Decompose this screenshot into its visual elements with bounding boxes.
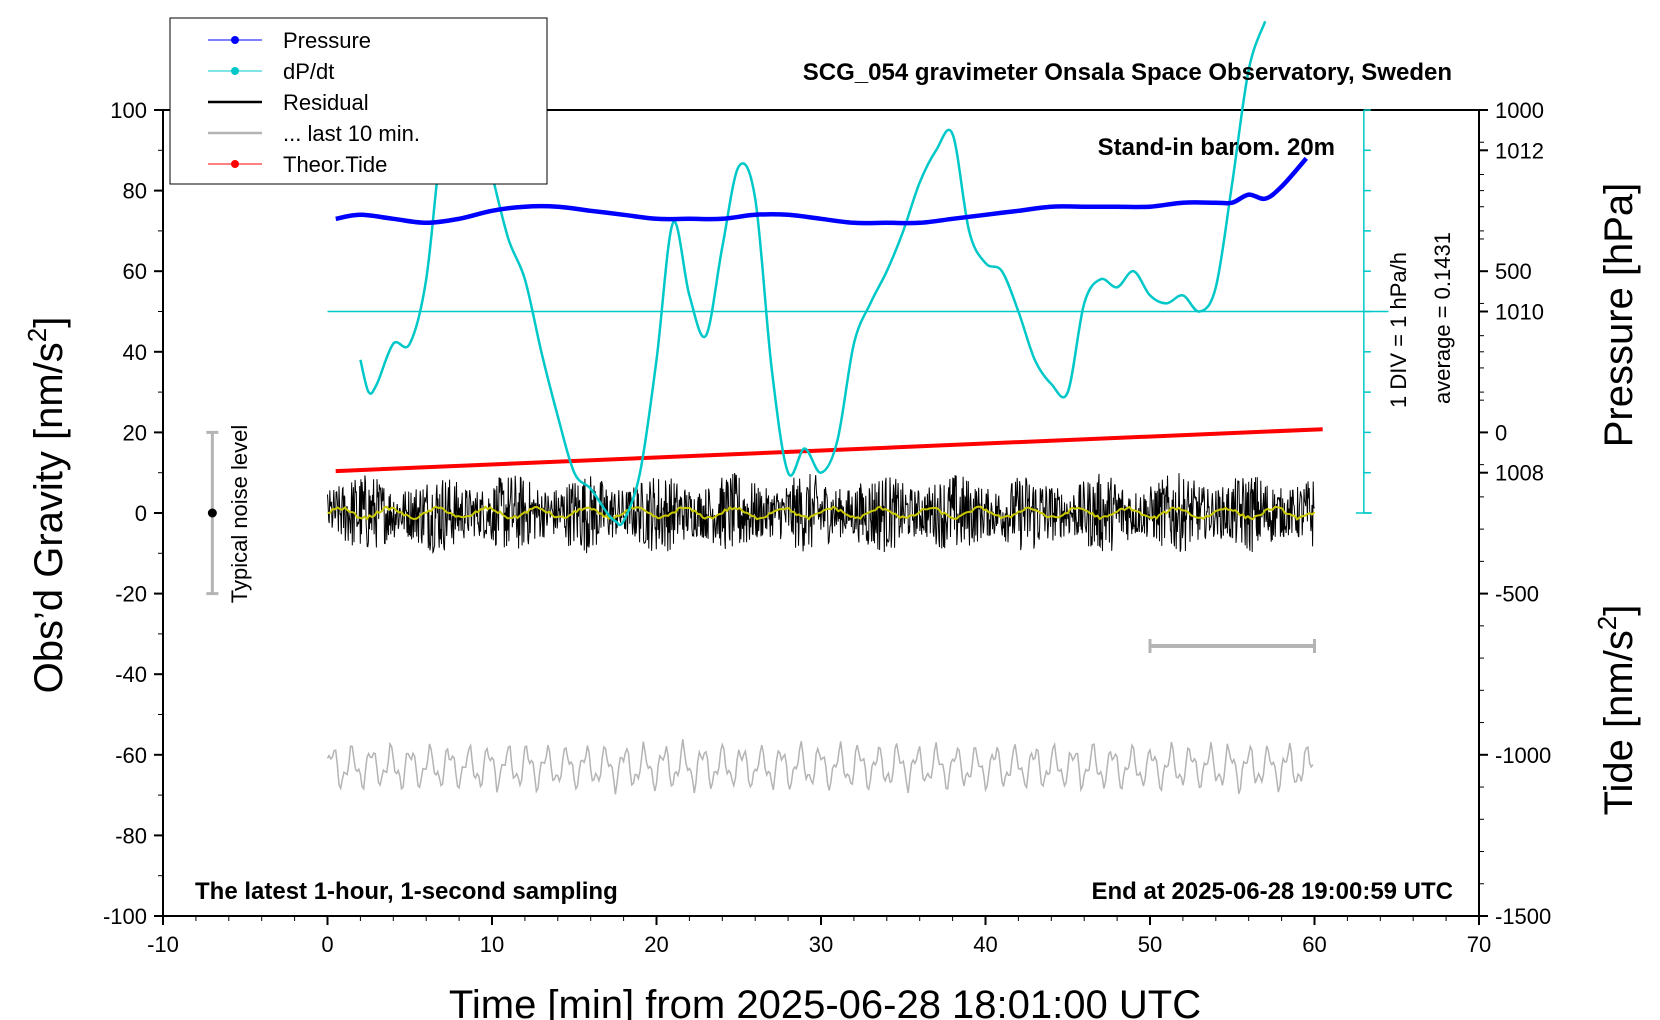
div-label: 1 DIV = 1 hPa/h (1386, 252, 1411, 408)
legend-marker-4 (231, 160, 239, 168)
legend-label-4: Theor.Tide (283, 152, 387, 177)
last10-series-line (326, 739, 1314, 795)
x-axis-label: Time [min] from 2025-06-28 18:01:00 UTC (449, 983, 1201, 1020)
pressure-series-line (335, 156, 1308, 226)
residual-series-line (327, 472, 1315, 554)
y-tick-label-10: -100 (103, 904, 147, 929)
barometer-note: Stand-in barom. 20m (1098, 134, 1335, 161)
x-tick-label-4: 30 (809, 932, 833, 957)
pressure-tick-label-1: 1010 (1495, 300, 1544, 325)
tide-tick-label-0: 1000 (1495, 98, 1544, 123)
tide-tick-label-4: -1000 (1495, 743, 1551, 768)
legend-label-1: dP/dt (283, 59, 334, 84)
legend-marker-0 (231, 36, 239, 44)
x-tick-label-8: 70 (1467, 932, 1491, 957)
pressure-tick-label-0: 1012 (1495, 138, 1544, 163)
residual-smoothed-line (327, 505, 1316, 521)
average-label: average = 0.1431 (1430, 232, 1455, 404)
y-tick-label-3: 40 (123, 340, 147, 365)
y-tick-label-5: 0 (135, 501, 147, 526)
y-tick-label-2: 60 (123, 259, 147, 284)
axes-group: -10 0 10 20 30 40 50 60 70100806040200-20-40-60-… (103, 98, 1551, 957)
legend-label-0: Pressure (283, 28, 371, 53)
y-tick-label-4: 20 (123, 420, 147, 445)
tide-series-line (335, 427, 1323, 474)
y-tick-label-6: -20 (115, 582, 147, 607)
end-note: End at 2025-06-28 19:00:59 UTC (1092, 878, 1454, 905)
noise-level-dot (207, 508, 217, 518)
x-tick-label-7: 60 (1302, 932, 1326, 957)
y-tick-label-9: -80 (115, 823, 147, 848)
tide-tick-label-2: 0 (1495, 420, 1507, 445)
noise-level-label: Typical noise level (227, 425, 252, 604)
y-tick-label-8: -60 (115, 743, 147, 768)
tide-tick-label-3: -500 (1495, 582, 1539, 607)
chart-title: SCG_054 gravimeter Onsala Space Observat… (803, 59, 1452, 86)
tide-tick-label-5: -1500 (1495, 904, 1551, 929)
x-tick-label-5: 40 (973, 932, 997, 957)
x-tick-label-0: -10 (147, 932, 179, 957)
latest-note: The latest 1-hour, 1-second sampling (195, 878, 618, 905)
x-tick-label-3: 20 (644, 932, 668, 957)
tide-tick-label-1: 500 (1495, 259, 1532, 284)
x-tick-label-2: 10 (480, 932, 504, 957)
y-tick-label-7: -40 (115, 662, 147, 687)
x-tick-label-6: 50 (1138, 932, 1162, 957)
legend-label-2: Residual (283, 90, 369, 115)
y-axis-label: Obs’d Gravity [nm/s2] (22, 317, 71, 694)
y-tick-label-0: 100 (110, 98, 147, 123)
y-tick-label-1: 80 (123, 179, 147, 204)
pressure-axis-label: Pressure [hPa] (1597, 183, 1641, 448)
series-group (206, 20, 1389, 795)
pressure-tick-label-2: 1008 (1495, 461, 1544, 486)
legend-marker-1 (231, 67, 239, 75)
legend-label-3: ... last 10 min. (283, 121, 420, 146)
x-tick-label-1: 0 (321, 932, 333, 957)
tide-axis-label: Tide [nm/s2] (1592, 605, 1641, 816)
legend: Pressure dP/dt Residual ... last 10 min. The… (169, 17, 548, 185)
